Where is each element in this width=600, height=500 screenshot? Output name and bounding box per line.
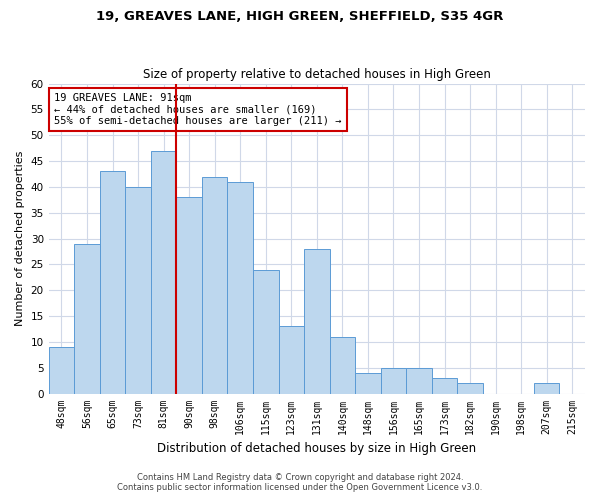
Bar bbox=[432, 378, 457, 394]
Bar bbox=[380, 368, 406, 394]
Bar bbox=[151, 150, 176, 394]
Bar bbox=[49, 347, 74, 394]
Text: 19 GREAVES LANE: 91sqm
← 44% of detached houses are smaller (169)
55% of semi-de: 19 GREAVES LANE: 91sqm ← 44% of detached… bbox=[54, 93, 341, 126]
Bar bbox=[74, 244, 100, 394]
Bar bbox=[227, 182, 253, 394]
Y-axis label: Number of detached properties: Number of detached properties bbox=[15, 151, 25, 326]
Bar bbox=[100, 172, 125, 394]
Bar bbox=[329, 336, 355, 394]
Bar bbox=[202, 176, 227, 394]
Title: Size of property relative to detached houses in High Green: Size of property relative to detached ho… bbox=[143, 68, 491, 81]
Bar bbox=[304, 249, 329, 394]
Bar bbox=[253, 270, 278, 394]
Bar bbox=[278, 326, 304, 394]
Text: Contains HM Land Registry data © Crown copyright and database right 2024.
Contai: Contains HM Land Registry data © Crown c… bbox=[118, 473, 482, 492]
X-axis label: Distribution of detached houses by size in High Green: Distribution of detached houses by size … bbox=[157, 442, 476, 455]
Bar bbox=[534, 383, 559, 394]
Bar bbox=[406, 368, 432, 394]
Bar bbox=[176, 197, 202, 394]
Bar bbox=[125, 187, 151, 394]
Text: 19, GREAVES LANE, HIGH GREEN, SHEFFIELD, S35 4GR: 19, GREAVES LANE, HIGH GREEN, SHEFFIELD,… bbox=[97, 10, 503, 23]
Bar bbox=[355, 373, 380, 394]
Bar bbox=[457, 383, 483, 394]
